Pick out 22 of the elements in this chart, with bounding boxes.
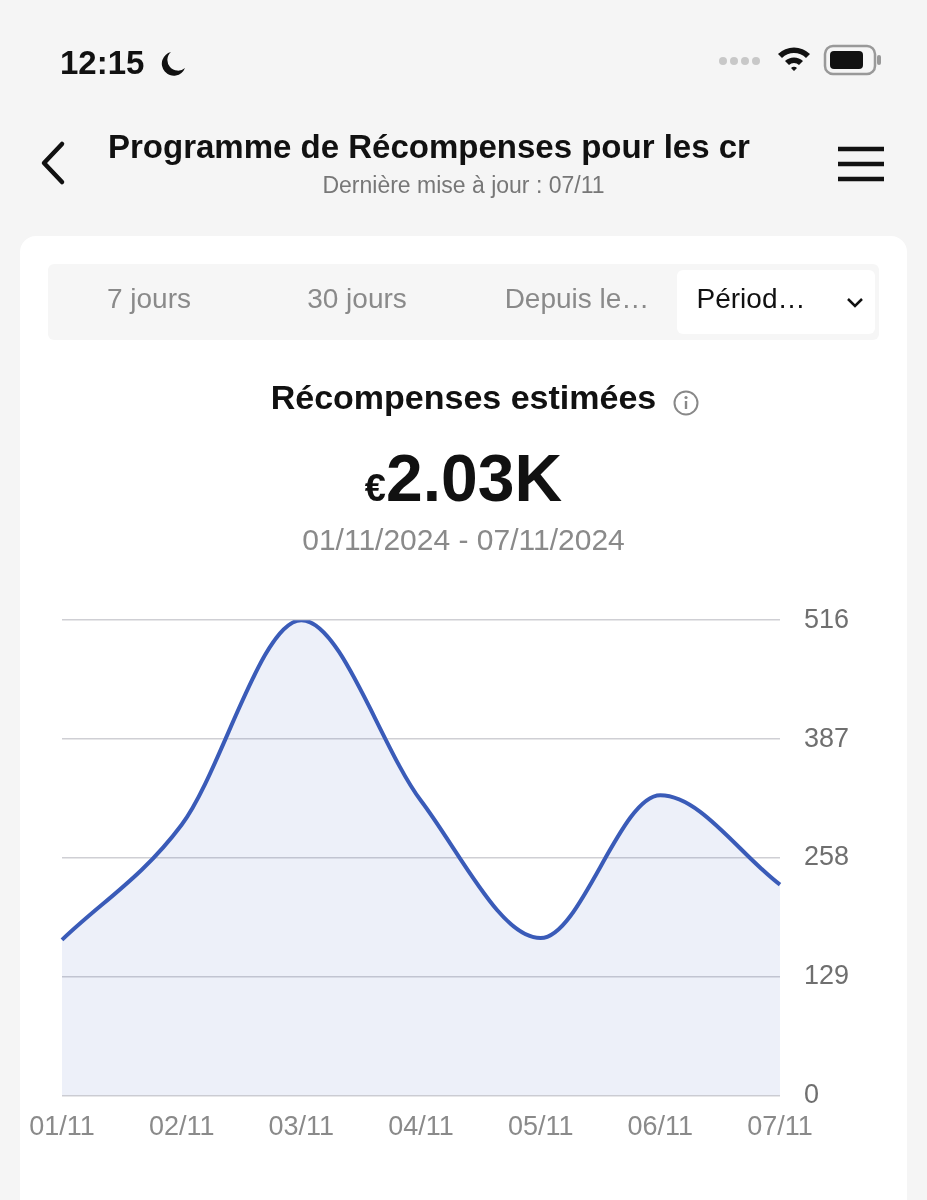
x-tick-label: 04/11 [388,1111,454,1142]
x-tick-label: 02/11 [148,1111,215,1142]
y-tick-label: 258 [804,841,850,872]
x-tick-label: 05/11 [507,1111,574,1142]
text: 12:15 [60,44,145,82]
text: Programme de Récompenses pour les cr [108,128,751,166]
chart-title: Récompenses estimées [269,378,658,417]
x-tick-label: 03/11 [268,1111,335,1142]
text: Depuis le… [503,283,651,315]
y-tick-label: 516 [804,603,850,634]
text: Périod… [695,283,807,315]
y-tick-label: 0 [804,1079,820,1110]
text: Dernière mise à jour : 07/11 [321,172,606,199]
text: 7 jours [105,283,192,315]
x-tick-label: 01/11 [29,1111,95,1142]
y-tick-label: 129 [804,960,850,991]
y-tick-label: 387 [804,722,850,753]
x-tick-label: 07/11 [747,1111,813,1142]
text: 01/11/2024 - 07/11/2024 [301,523,626,557]
chart-subtitle: €2.03K [363,440,564,516]
x-tick-label: 06/11 [627,1111,694,1142]
text: 30 jours [306,283,408,315]
